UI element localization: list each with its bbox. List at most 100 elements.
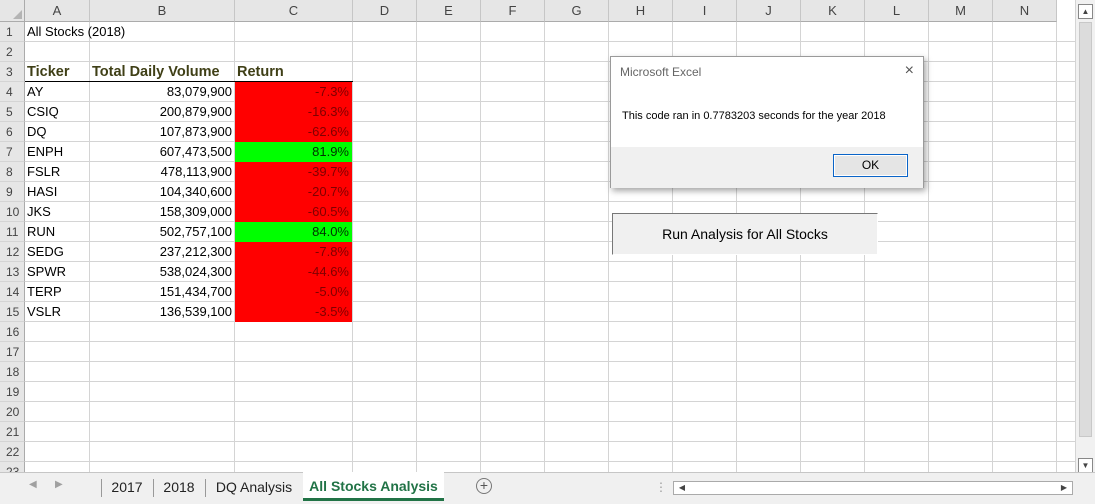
column-header-k[interactable]: K — [801, 0, 865, 22]
gridline — [1056, 22, 1057, 472]
volume-cell[interactable]: 237,212,300 — [159, 244, 232, 259]
return-cell[interactable]: -5.0% — [235, 282, 352, 302]
return-cell[interactable]: -16.3% — [235, 102, 352, 122]
return-cell[interactable]: -60.5% — [235, 202, 352, 222]
tab-2018[interactable]: 2018 — [163, 479, 195, 495]
vertical-scrollbar[interactable]: ▲ ▼ — [1075, 0, 1095, 473]
return-header-cell[interactable]: Return — [237, 64, 284, 80]
column-header-m[interactable]: M — [929, 0, 993, 22]
row-header-10[interactable]: 10 — [0, 202, 25, 222]
ticker-cell[interactable]: SPWR — [27, 264, 66, 279]
column-header-i[interactable]: I — [673, 0, 737, 22]
close-icon[interactable]: × — [904, 62, 914, 79]
ticker-header-cell[interactable]: Ticker — [27, 64, 70, 80]
prev-sheet-icon[interactable]: ◀ — [29, 479, 37, 490]
return-cell[interactable]: -39.7% — [235, 162, 352, 182]
return-cell[interactable]: -44.6% — [235, 262, 352, 282]
row-header-20[interactable]: 20 — [0, 402, 25, 422]
vertical-scroll-thumb[interactable] — [1079, 22, 1092, 437]
scroll-left-icon[interactable]: ◀ — [678, 483, 686, 492]
volume-cell[interactable]: 136,539,100 — [159, 304, 232, 319]
scroll-up-icon[interactable]: ▲ — [1078, 4, 1093, 19]
next-sheet-icon[interactable]: ▶ — [55, 479, 63, 490]
row-header-18[interactable]: 18 — [0, 362, 25, 382]
row-header-1[interactable]: 1 — [0, 22, 25, 42]
column-header-l[interactable]: L — [865, 0, 929, 22]
volume-cell[interactable]: 107,873,900 — [159, 124, 232, 139]
ticker-cell[interactable]: ENPH — [27, 144, 64, 159]
ticker-cell[interactable]: CSIQ — [27, 104, 59, 119]
row-header-8[interactable]: 8 — [0, 162, 25, 182]
return-cell[interactable]: -3.5% — [235, 302, 352, 322]
volume-cell[interactable]: 478,113,900 — [160, 164, 232, 179]
row-header-15[interactable]: 15 — [0, 302, 25, 322]
select-all-corner[interactable] — [0, 0, 25, 22]
row-header-9[interactable]: 9 — [0, 182, 25, 202]
gridline — [25, 401, 1075, 402]
return-cell[interactable]: 84.0% — [235, 222, 352, 242]
column-header-g[interactable]: G — [545, 0, 609, 22]
row-header-3[interactable]: 3 — [0, 62, 25, 82]
ticker-cell[interactable]: VSLR — [27, 304, 61, 319]
row-header-12[interactable]: 12 — [0, 242, 25, 262]
row-header-11[interactable]: 11 — [0, 222, 25, 242]
column-header-f[interactable]: F — [481, 0, 545, 22]
run-analysis-button[interactable]: Run Analysis for All Stocks — [612, 213, 878, 255]
row-header-16[interactable]: 16 — [0, 322, 25, 342]
column-header-d[interactable]: D — [353, 0, 417, 22]
return-cell[interactable]: -20.7% — [235, 182, 352, 202]
volume-cell[interactable]: 158,309,000 — [159, 204, 232, 219]
ticker-cell[interactable]: AY — [27, 84, 44, 99]
horizontal-scrollbar[interactable]: ◀ ▶ — [673, 481, 1073, 495]
row-header-21[interactable]: 21 — [0, 422, 25, 442]
column-header-n[interactable]: N — [993, 0, 1057, 22]
volume-cell[interactable]: 502,757,100 — [159, 224, 232, 239]
volume-cell[interactable]: 151,434,700 — [159, 284, 232, 299]
add-sheet-icon[interactable]: + — [476, 478, 492, 494]
volume-cell[interactable]: 104,340,600 — [159, 184, 232, 199]
column-header-e[interactable]: E — [417, 0, 481, 22]
return-cell[interactable]: 81.9% — [235, 142, 352, 162]
return-cell[interactable]: -62.6% — [235, 122, 352, 142]
row-header-19[interactable]: 19 — [0, 382, 25, 402]
dialog-footer: OK — [611, 147, 923, 188]
column-header-j[interactable]: J — [737, 0, 801, 22]
tab-all-stocks-analysis[interactable]: All Stocks Analysis — [303, 472, 444, 501]
column-header-h[interactable]: H — [609, 0, 673, 22]
ticker-cell[interactable]: SEDG — [27, 244, 64, 259]
row-header-6[interactable]: 6 — [0, 122, 25, 142]
gridline — [25, 121, 1075, 122]
ticker-cell[interactable]: DQ — [27, 124, 47, 139]
volume-cell[interactable]: 83,079,900 — [166, 84, 232, 99]
ticker-cell[interactable]: RUN — [27, 224, 56, 239]
tab-2017[interactable]: 2017 — [111, 479, 143, 495]
row-header-7[interactable]: 7 — [0, 142, 25, 162]
volume-cell[interactable]: 538,024,300 — [159, 264, 232, 279]
return-cell[interactable]: -7.3% — [235, 82, 352, 102]
scroll-right-icon[interactable]: ▶ — [1060, 483, 1068, 492]
ticker-cell[interactable]: TERP — [27, 284, 62, 299]
ticker-cell[interactable]: JKS — [27, 204, 51, 219]
volume-cell[interactable]: 200,879,900 — [159, 104, 232, 119]
column-header-a[interactable]: A — [25, 0, 90, 22]
volume-header-cell[interactable]: Total Daily Volume — [92, 64, 220, 80]
row-header-5[interactable]: 5 — [0, 102, 25, 122]
row-header-14[interactable]: 14 — [0, 282, 25, 302]
scroll-down-icon[interactable]: ▼ — [1078, 458, 1093, 473]
tab-dq-analysis[interactable]: DQ Analysis — [215, 479, 293, 495]
column-header-b[interactable]: B — [90, 0, 235, 22]
ok-button[interactable]: OK — [833, 154, 908, 177]
row-header-22[interactable]: 22 — [0, 442, 25, 462]
ticker-cell[interactable]: FSLR — [27, 164, 61, 179]
row-header-4[interactable]: 4 — [0, 82, 25, 102]
row-header-17[interactable]: 17 — [0, 342, 25, 362]
more-icon[interactable]: ⋮ — [655, 480, 667, 494]
row-header-2[interactable]: 2 — [0, 42, 25, 62]
row-header-13[interactable]: 13 — [0, 262, 25, 282]
gridline — [25, 81, 1075, 82]
column-header-c[interactable]: C — [235, 0, 353, 22]
sheet-title-cell[interactable]: All Stocks (2018) — [27, 24, 126, 39]
ticker-cell[interactable]: HASI — [27, 184, 58, 199]
volume-cell[interactable]: 607,473,500 — [159, 144, 232, 159]
return-cell[interactable]: -7.8% — [235, 242, 352, 262]
